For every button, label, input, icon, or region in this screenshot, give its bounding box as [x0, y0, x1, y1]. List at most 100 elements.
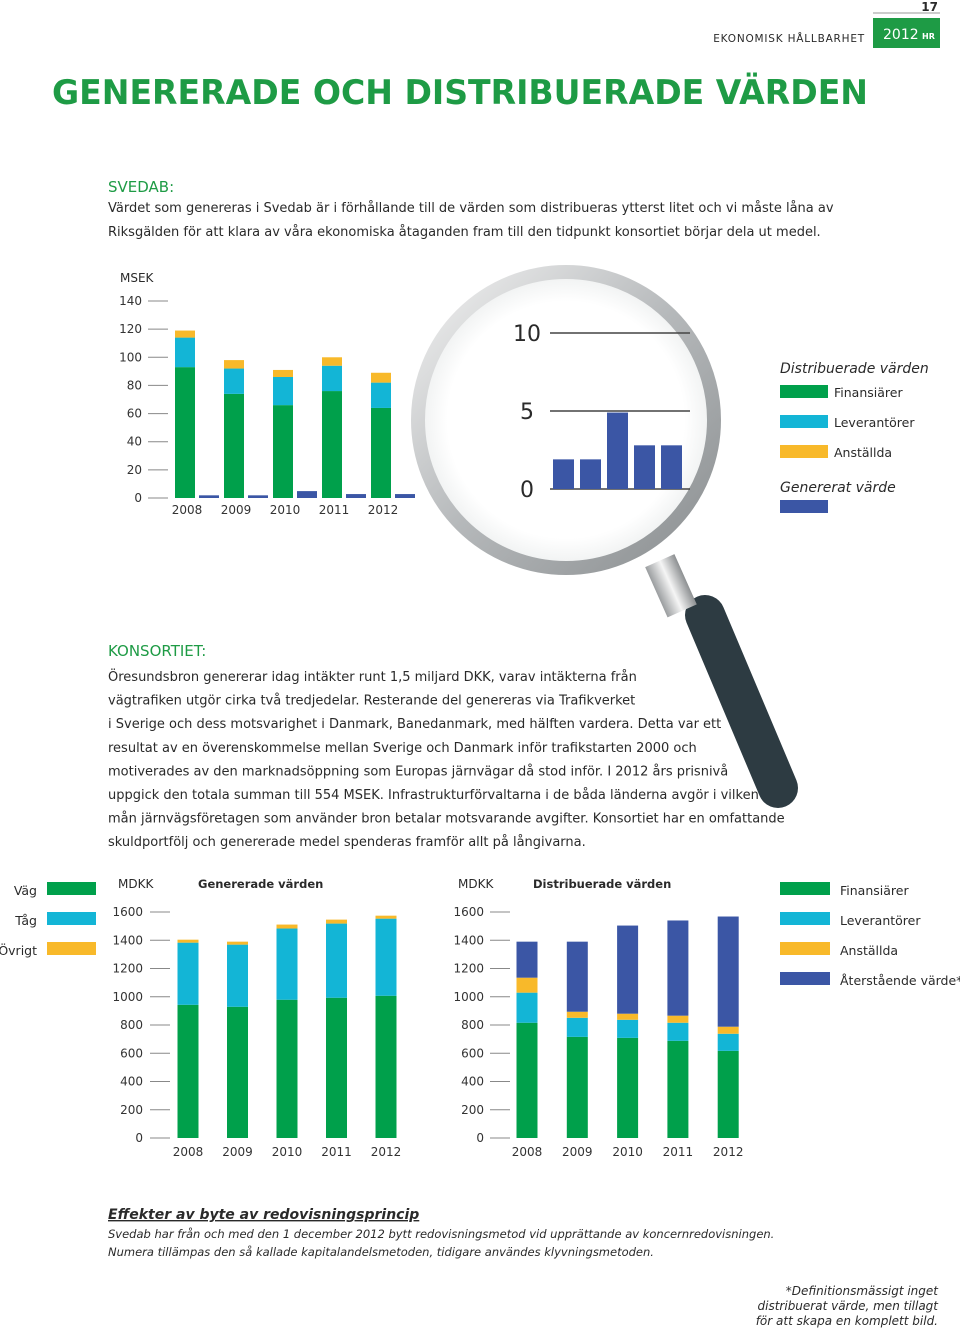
bar-segment — [516, 992, 538, 1023]
y-tick-label: 0 — [476, 1131, 484, 1145]
zoom-tick-label: 5 — [520, 400, 534, 425]
bar-segment — [617, 1037, 639, 1138]
bar-segment — [276, 924, 298, 929]
section-heading: KONSORTIET: — [108, 642, 206, 660]
chart-title: Genererade värden — [198, 877, 323, 891]
bar-segment — [516, 977, 538, 993]
x-tick-label: 2011 — [319, 503, 350, 517]
bar-segment — [175, 367, 195, 498]
bar-segment — [273, 376, 293, 406]
bar-segment — [516, 941, 538, 978]
chart-title: Distribuerade värden — [533, 877, 671, 891]
footnote-line: distribuerat värde, men tillagt — [758, 1299, 940, 1313]
paragraph-line: Värdet som genereras i Svedab är i förhå… — [108, 201, 834, 216]
paragraph-line: skuldportfölj och genererade medel spend… — [108, 835, 586, 850]
y-tick-label: 1400 — [453, 933, 484, 947]
bar-segment — [566, 1036, 588, 1138]
x-tick-label: 2008 — [172, 503, 203, 517]
zoom-bar — [661, 445, 682, 489]
y-tick-label: 1200 — [112, 962, 143, 976]
bar-segment — [273, 369, 293, 377]
section-heading: SVEDAB: — [108, 178, 174, 196]
legend-swatch — [780, 912, 830, 925]
magnifier — [411, 265, 798, 808]
bar-segment — [667, 1040, 689, 1138]
y-tick-label: 1400 — [112, 933, 143, 947]
legend-swatch — [780, 445, 828, 458]
legend-swatch — [780, 500, 828, 513]
zoom-bar — [580, 459, 601, 489]
y-tick-label: 0 — [134, 491, 142, 505]
legend-swatch — [47, 942, 96, 955]
legend-swatch — [780, 942, 830, 955]
header-section: EKONOMISK HÅLLBARHET — [713, 32, 865, 45]
paragraph-line: resultat av en överenskommelse mellan Sv… — [108, 741, 697, 756]
magnifier-handle — [685, 595, 798, 808]
legend-swatch — [780, 882, 830, 895]
bar-segment — [224, 393, 244, 498]
bar-segment — [322, 365, 342, 392]
bar-segment — [177, 942, 199, 1005]
legend-label: Återstående värde* — [840, 973, 960, 988]
bar-segment — [224, 368, 244, 394]
x-tick-label: 2008 — [173, 1145, 204, 1159]
bar-segment — [322, 357, 342, 366]
page-title: GENERERADE OCH DISTRIBUERADE VÄRDEN — [52, 72, 868, 113]
bar-segment — [346, 494, 366, 498]
bar-segment — [326, 997, 347, 1138]
legend-title: Distribuerade värden — [780, 361, 929, 377]
zoom-tick-label: 0 — [520, 478, 534, 503]
bar-segment — [224, 360, 244, 369]
effects-heading: Effekter av byte av redovisningsprincip — [108, 1207, 419, 1223]
x-tick-label: 2010 — [272, 1145, 303, 1159]
y-tick-label: 20 — [127, 463, 142, 477]
bar-segment — [273, 405, 293, 498]
bar-segment — [199, 495, 219, 498]
y-tick-label: 100 — [119, 350, 142, 364]
y-tick-label: 140 — [119, 294, 142, 308]
legend-label: Anställda — [840, 943, 898, 958]
x-tick-label: 2012 — [371, 1145, 402, 1159]
legend-label: Tåg — [14, 913, 37, 928]
y-tick-label: 400 — [120, 1075, 143, 1089]
header-badge — [873, 18, 940, 48]
effects-line: Svedab har från och med den 1 december 2… — [108, 1227, 774, 1241]
x-tick-label: 2010 — [270, 503, 301, 517]
zoom-bar — [607, 412, 628, 489]
bar-segment — [322, 391, 342, 498]
y-tick-label: 1600 — [112, 905, 143, 919]
bar-segment — [297, 491, 317, 498]
legend-swatch — [780, 972, 830, 985]
y-tick-label: 600 — [461, 1046, 484, 1060]
x-tick-label: 2012 — [713, 1145, 744, 1159]
bar-segment — [175, 337, 195, 368]
y-tick-label: 1200 — [453, 962, 484, 976]
y-tick-label: 40 — [127, 435, 142, 449]
bar-segment — [375, 915, 397, 919]
y-tick-label: 120 — [119, 322, 142, 336]
legend-swatch — [47, 912, 96, 925]
zoom-bar — [634, 445, 655, 489]
bar-segment — [717, 1026, 739, 1034]
bar-segment — [566, 1017, 588, 1037]
header-report: HR — [922, 32, 935, 41]
legend-label: Anställda — [834, 445, 892, 460]
footnote-line: för att skapa en komplett bild. — [756, 1314, 938, 1328]
bar-segment — [326, 919, 347, 924]
x-tick-label: 2011 — [663, 1145, 694, 1159]
paragraph-line: mån järnvägsföretagen som använder bron … — [108, 812, 785, 827]
page-number: 17 — [921, 0, 938, 14]
bar-segment — [177, 1004, 199, 1138]
y-tick-label: 400 — [461, 1075, 484, 1089]
bar-segment — [667, 1022, 689, 1041]
bar-segment — [617, 1019, 639, 1038]
bar-segment — [566, 941, 588, 1012]
legend-label: Väg — [14, 883, 37, 898]
header-year: 2012 — [883, 27, 919, 43]
y-tick-label: 1000 — [112, 990, 143, 1004]
zoom-tick-label: 10 — [513, 322, 541, 347]
x-tick-label: 2008 — [512, 1145, 543, 1159]
paragraph-line: Öresundsbron genererar idag intäkter run… — [108, 668, 637, 685]
legend-swatch — [47, 882, 96, 895]
y-axis-label: MSEK — [120, 271, 155, 285]
